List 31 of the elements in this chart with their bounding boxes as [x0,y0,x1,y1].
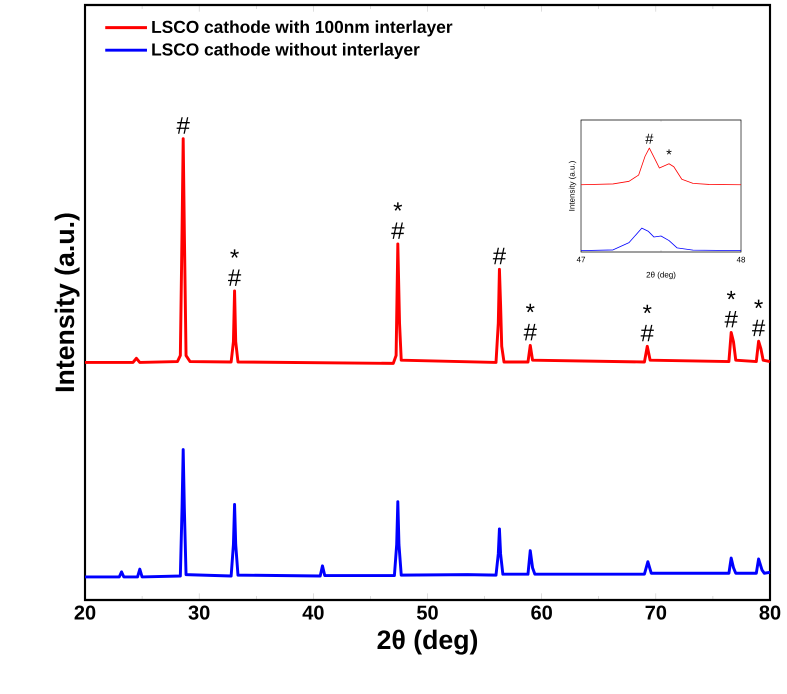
legend-label: LSCO cathode with 100nm interlayer [152,20,452,36]
annotation: * [754,300,763,308]
annotation: * [666,149,672,154]
x-tick-label: 60 [531,606,552,620]
annotation: # [724,311,738,328]
annotation: * [726,290,736,300]
x-tick-label: 20 [74,606,96,620]
x-tick-label: 30 [188,606,210,620]
annotation: * [394,202,402,211]
annotation: # [645,134,654,144]
annotation: # [492,248,506,264]
x-axis-title: 2θ (deg) [646,272,676,280]
x-tick-label: 48 [736,256,746,262]
x-tick-label: 80 [760,606,780,620]
annotation: # [640,324,654,342]
annotation: # [176,117,190,134]
y-axis-title: Intensity (a.u.) [54,213,80,392]
x-tick-label: 50 [416,606,438,620]
annotation: * [230,249,239,258]
legend-label: LSCO cathode without interlayer [152,42,420,60]
x-axis-title: 2θ (deg) [378,630,478,655]
annotation: # [391,222,404,239]
y-axis-title: Intensity (a.u.) [568,161,576,211]
annotation: # [524,324,537,340]
x-tick-label: 70 [646,606,666,620]
annotation: # [752,320,766,336]
annotation: * [526,304,535,312]
x-tick-label: 40 [302,606,324,620]
x-tick-label: 47 [576,256,586,262]
annotation: # [228,269,242,286]
annotation: * [642,304,652,314]
